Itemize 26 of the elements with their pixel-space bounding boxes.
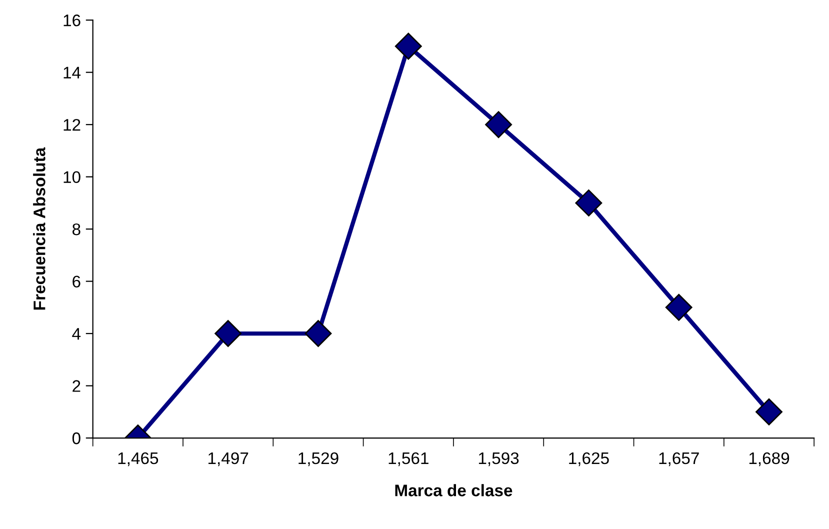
- x-tick-label: 1,689: [749, 452, 790, 466]
- point: [394, 32, 422, 60]
- x-tick-label: 1,465: [118, 452, 158, 466]
- point: [665, 294, 692, 321]
- point: [304, 320, 332, 347]
- y-axis-title: Frecuencia Absoluta: [33, 147, 46, 310]
- point: [485, 111, 512, 138]
- x-tick-label: 1,593: [478, 452, 519, 466]
- y-tick-label: 8: [72, 223, 80, 236]
- y-tick-label: 0: [72, 432, 80, 444]
- y-tick-label: 4: [72, 328, 81, 340]
- point: [214, 320, 242, 347]
- y-tick-label: 2: [72, 380, 80, 392]
- x-tick-label: 1,657: [659, 452, 699, 466]
- x-tick-label: 1,625: [569, 452, 609, 466]
- x-tick-label: 1,529: [298, 452, 338, 466]
- y-tick-label: 10: [64, 171, 80, 184]
- x-tick-label: 1,497: [208, 452, 248, 466]
- x-axis-title: Marca de clase: [395, 484, 512, 496]
- y-tick-label: 6: [72, 276, 80, 288]
- point: [756, 398, 782, 426]
- y-tick-label: 16: [64, 14, 80, 26]
- point: [575, 189, 602, 216]
- y-tick-label: 14: [64, 66, 81, 78]
- y-tick-label: 12: [64, 118, 80, 131]
- x-tick-label: 1,561: [388, 452, 428, 466]
